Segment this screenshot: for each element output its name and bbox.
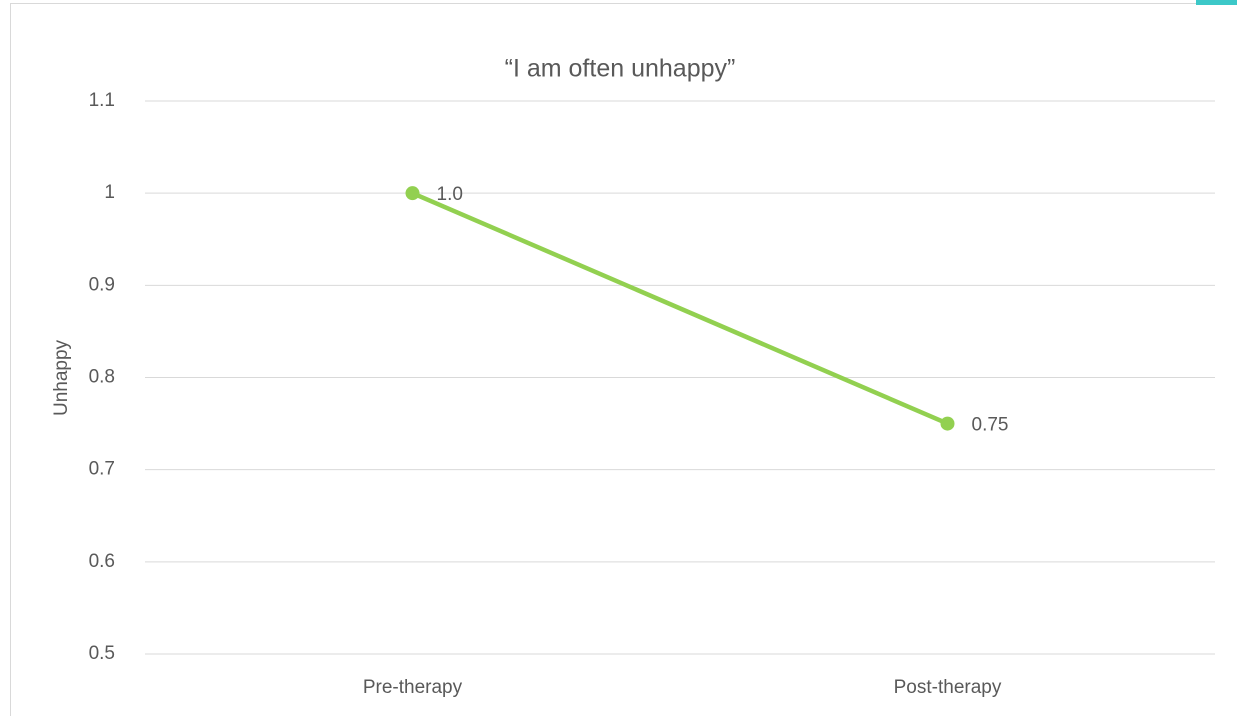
y-tick-label: 0.5 [89, 643, 115, 664]
y-tick-label: 0.8 [89, 367, 115, 388]
chart-title: “I am often unhappy” [505, 55, 736, 83]
y-tick-label: 0.9 [89, 274, 115, 295]
chart-frame [10, 3, 1237, 716]
data-point [405, 186, 420, 201]
x-tick-label: Pre-therapy [363, 677, 463, 698]
corner-accent [1196, 0, 1237, 5]
x-tick-label: Post-therapy [894, 677, 1002, 698]
data-label: 1.0 [437, 184, 463, 205]
y-axis-label: Unhappy [51, 339, 72, 416]
y-tick-label: 1 [104, 182, 115, 203]
series-line [410, 190, 950, 426]
y-tick-label: 0.6 [89, 551, 115, 572]
data-label: 0.75 [972, 415, 1009, 436]
y-tick-label: 0.7 [89, 459, 115, 480]
data-point [940, 416, 955, 431]
y-tick-label: 1.1 [89, 90, 115, 111]
